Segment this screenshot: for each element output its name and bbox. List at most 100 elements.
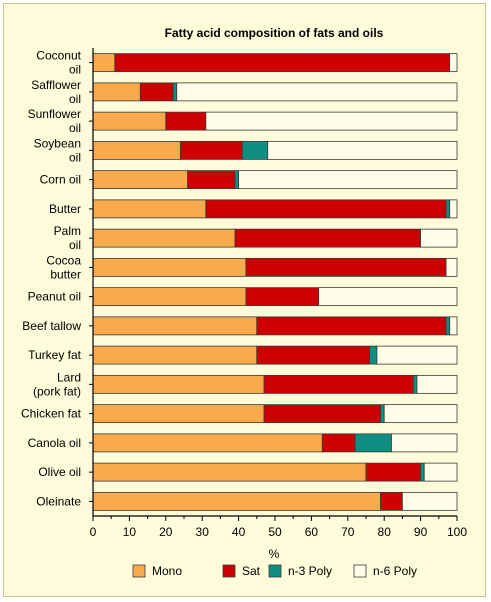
legend: Mono Sat n-3 Poly n-6 Poly	[132, 564, 417, 578]
bar-segment-n-6-poly	[176, 82, 458, 102]
bar-segment-n-6-poly	[416, 374, 458, 394]
legend-label-n-6-poly: n-6 Poly	[373, 564, 417, 578]
bars-layer	[92, 53, 458, 511]
bar-segment-n-6-poly	[423, 462, 458, 482]
x-axis: 0 10 20 30 40 50 60 70 80 90 100	[89, 48, 467, 539]
bar-segment-n-3-poly	[241, 140, 269, 160]
x-tick-label: 0	[90, 525, 97, 539]
bar-segment-sat	[380, 491, 403, 511]
category-label: oil	[69, 150, 81, 164]
category-label: Canola oil	[28, 436, 81, 450]
bar-segment-sat	[245, 287, 320, 307]
x-tick-label: 60	[305, 525, 319, 539]
bar-segment-n-3-poly	[412, 374, 418, 394]
bar-segment-n-6-poly	[267, 140, 458, 160]
bar-segment-sat	[321, 433, 356, 453]
category-label: butter	[50, 267, 81, 281]
category-labels: CoconutoilSaffloweroilSunfloweroilSoybea…	[21, 49, 82, 509]
category-label: oil	[69, 238, 81, 252]
category-label: Cocoa	[46, 253, 81, 267]
x-tick-label: 100	[447, 525, 467, 539]
bar-segment-sat	[365, 462, 421, 482]
category-label: Peanut oil	[28, 290, 81, 304]
bar-segment-mono	[92, 140, 181, 160]
bar-segment-sat	[165, 111, 207, 131]
bar-segment-n-6-poly	[449, 199, 458, 219]
legend-swatch-n-6-poly	[353, 564, 367, 578]
bar-segment-n-3-poly	[445, 199, 451, 219]
bar-segment-mono	[92, 82, 141, 102]
category-label: Beef tallow	[22, 319, 81, 333]
bar-segment-mono	[92, 345, 258, 365]
bar-segment-mono	[92, 53, 116, 73]
x-tick-label: 70	[341, 525, 355, 539]
category-label: Soybean	[34, 136, 81, 150]
bar-segment-n-6-poly	[205, 111, 458, 131]
category-label: Palm	[54, 224, 81, 238]
legend-swatch-sat	[222, 564, 236, 578]
legend-label-sat: Sat	[242, 564, 261, 578]
legend-label-mono: Mono	[152, 564, 182, 578]
bar-segment-n-6-poly	[376, 345, 458, 365]
bar-segment-sat	[256, 316, 447, 336]
x-tick-label: 80	[378, 525, 392, 539]
bar-segment-mono	[92, 170, 189, 190]
bar-segment-mono	[92, 433, 323, 453]
legend-swatch-mono	[132, 564, 146, 578]
bar-segment-mono	[92, 257, 247, 277]
category-label: Safflower	[31, 78, 81, 92]
x-tick-label: 40	[232, 525, 246, 539]
x-tick-label: 10	[123, 525, 137, 539]
bar-segment-n-6-poly	[383, 404, 458, 424]
bar-segment-sat	[256, 345, 371, 365]
bar-segment-mono	[92, 199, 207, 219]
bar-segment-sat	[263, 374, 414, 394]
bar-segment-n-3-poly	[445, 316, 451, 336]
category-label: Chicken fat	[21, 407, 82, 421]
category-label: Lard	[57, 370, 81, 384]
chart-title: Fatty acid composition of fats and oils	[165, 26, 384, 40]
category-label: Corn oil	[40, 173, 81, 187]
bar-segment-sat	[139, 82, 174, 102]
bar-segment-n-3-poly	[172, 82, 178, 102]
x-tick-label: 20	[159, 525, 173, 539]
bar-segment-sat	[234, 228, 422, 248]
category-label: Butter	[49, 202, 81, 216]
bar-segment-mono	[92, 462, 367, 482]
bar-segment-mono	[92, 228, 236, 248]
bar-segment-n-3-poly	[234, 170, 240, 190]
bar-segment-sat	[205, 199, 447, 219]
category-label: Olive oil	[38, 465, 81, 479]
bar-segment-mono	[92, 111, 167, 131]
bar-segment-sat	[263, 404, 381, 424]
bar-segment-n-3-poly	[369, 345, 378, 365]
legend-label-n-3-poly: n-3 Poly	[288, 564, 332, 578]
bar-segment-n-6-poly	[401, 491, 458, 511]
bar-segment-n-6-poly	[318, 287, 458, 307]
bar-segment-sat	[114, 53, 451, 73]
chart-svg: Fatty acid composition of fats and oils …	[21, 26, 467, 578]
bar-segment-n-3-poly	[354, 433, 392, 453]
bar-segment-mono	[92, 491, 381, 511]
category-label: oil	[69, 63, 81, 77]
bar-segment-n-3-poly	[420, 462, 425, 482]
category-label: Coconut	[36, 49, 81, 63]
bar-segment-sat	[245, 257, 447, 277]
category-label: Sunflower	[28, 107, 81, 121]
x-tick-label: 90	[414, 525, 428, 539]
chart-figure: Fatty acid composition of fats and oils …	[3, 3, 486, 597]
category-label: Oleinate	[36, 494, 81, 508]
x-tick-label: 30	[196, 525, 210, 539]
category-label: (pork fat)	[33, 384, 81, 398]
category-label: oil	[69, 121, 81, 135]
bar-segment-sat	[187, 170, 236, 190]
x-axis-title: %	[269, 547, 280, 561]
bar-segment-n-6-poly	[391, 433, 458, 453]
bar-segment-n-6-poly	[238, 170, 458, 190]
category-label: oil	[69, 92, 81, 106]
bar-segment-n-6-poly	[449, 53, 458, 73]
bar-segment-n-6-poly	[445, 257, 458, 277]
bar-segment-mono	[92, 374, 265, 394]
legend-swatch-n-3-poly	[268, 564, 282, 578]
bar-segment-n-6-poly	[449, 316, 458, 336]
